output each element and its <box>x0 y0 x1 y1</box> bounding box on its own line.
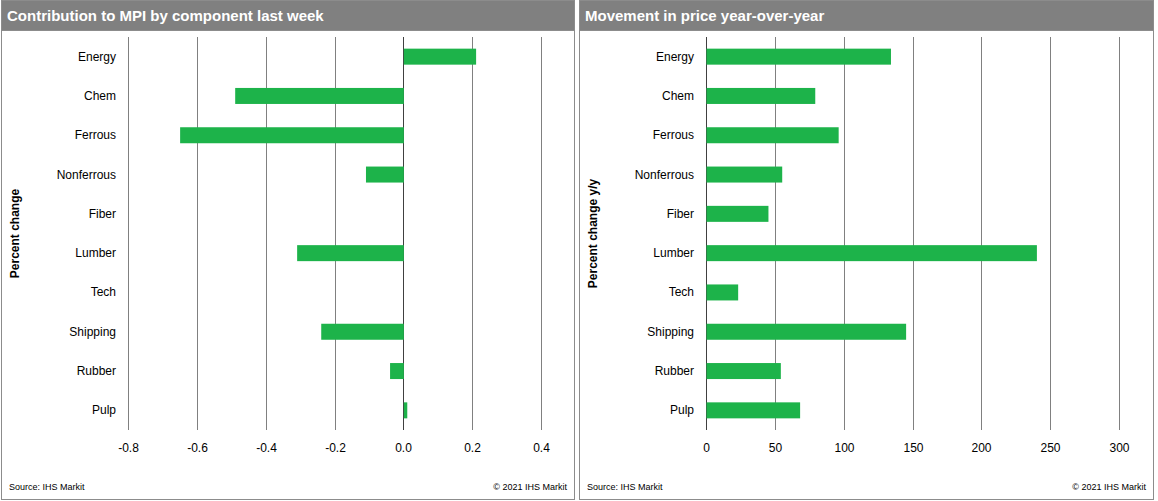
grid-line <box>197 37 198 430</box>
bar <box>180 127 404 143</box>
tick-label: -0.8 <box>118 441 139 455</box>
annotation: Source: IHS Markit <box>587 482 663 492</box>
tick-label: 250 <box>1040 441 1060 455</box>
grid-line <box>981 37 982 430</box>
plot-edge <box>1119 37 1120 430</box>
bar <box>707 324 907 340</box>
bar <box>707 167 783 183</box>
title-bar <box>2 1 575 31</box>
grid-line <box>913 37 914 430</box>
bar <box>404 402 407 418</box>
bar <box>707 402 801 418</box>
chart-panel: Movement in price year-over-year 0 50 100 15… <box>580 1 1154 500</box>
bar <box>707 206 769 222</box>
annotation: © 2021 IHS Markit <box>1072 482 1146 492</box>
grid-line <box>1050 37 1051 430</box>
title-bar <box>580 1 1154 31</box>
tick-label: -0.4 <box>256 441 277 455</box>
category-label: Shipping <box>647 325 694 339</box>
tick-label: 0 <box>703 441 710 455</box>
grid-line <box>1119 37 1120 430</box>
tick-label: 50 <box>769 441 783 455</box>
bars <box>707 49 1037 419</box>
tick-label: 300 <box>1109 441 1129 455</box>
bar <box>404 49 476 65</box>
bar <box>390 363 404 379</box>
bars <box>180 49 476 419</box>
grid-line <box>128 37 129 430</box>
category-label: Energy <box>78 50 116 64</box>
category-label: Ferrous <box>653 128 694 142</box>
bar <box>366 167 404 183</box>
tick-label: 100 <box>834 441 854 455</box>
bar <box>403 284 404 300</box>
bar <box>707 49 891 65</box>
category-label: Rubber <box>77 364 116 378</box>
plot-edge <box>128 37 129 430</box>
bar <box>707 88 816 104</box>
bar <box>707 127 839 143</box>
category-label: Ferrous <box>75 128 116 142</box>
tick-label: -0.6 <box>187 441 208 455</box>
grid-line <box>472 37 473 430</box>
category-label: Nonferrous <box>635 168 694 182</box>
grid-line <box>541 37 542 430</box>
category-label: Lumber <box>75 246 116 260</box>
category-label: Pulp <box>670 403 694 417</box>
tick-label: 0.0 <box>395 441 412 455</box>
grid-line <box>844 37 845 430</box>
chart-canvas: Contribution to MPI by component last we… <box>0 0 1158 501</box>
category-label: Shipping <box>69 325 116 339</box>
bar <box>707 284 739 300</box>
category-label: Chem <box>84 89 116 103</box>
axis-label: Percent change y/y <box>586 178 600 288</box>
tick-label: 0.2 <box>464 441 481 455</box>
bar <box>707 363 781 379</box>
annotation: Source: IHS Markit <box>9 482 85 492</box>
chart-title: Contribution to MPI by component last we… <box>7 7 324 24</box>
category-label: Rubber <box>655 364 694 378</box>
chart-title: Movement in price year-over-year <box>585 7 824 24</box>
tick-label: 200 <box>971 441 991 455</box>
bar <box>321 324 404 340</box>
tick-label: 0.4 <box>533 441 550 455</box>
axis-label: Percent change <box>8 188 22 278</box>
bar <box>235 88 404 104</box>
category-label: Fiber <box>667 207 694 221</box>
category-label: Energy <box>656 50 694 64</box>
tick-label: 150 <box>903 441 923 455</box>
category-label: Fiber <box>89 207 116 221</box>
bar <box>403 206 404 222</box>
category-label: Nonferrous <box>57 168 116 182</box>
bar <box>297 245 404 261</box>
panel-frame <box>580 1 1154 500</box>
plot-edge <box>541 37 542 430</box>
bar <box>707 245 1037 261</box>
category-label: Lumber <box>653 246 694 260</box>
category-label: Chem <box>662 89 694 103</box>
chart-panel: Contribution to MPI by component last we… <box>2 1 575 500</box>
category-label: Tech <box>669 285 694 299</box>
category-label: Pulp <box>92 403 116 417</box>
category-label: Tech <box>91 285 116 299</box>
panel-frame <box>2 1 575 500</box>
annotation: © 2021 IHS Markit <box>493 482 567 492</box>
tick-label: -0.2 <box>325 441 346 455</box>
